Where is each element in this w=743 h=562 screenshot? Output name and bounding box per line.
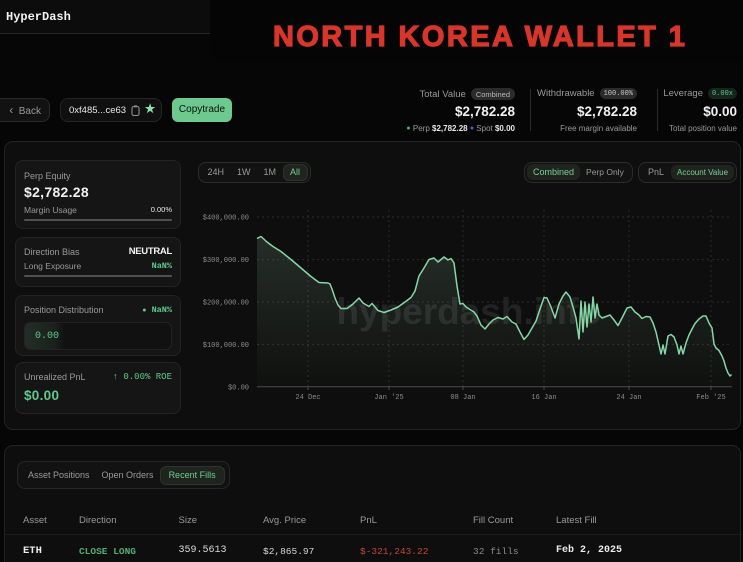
- svg-text:$300,000.00: $300,000.00: [203, 257, 249, 265]
- svg-text:Feb '25: Feb '25: [696, 394, 725, 402]
- svg-text:Jan '25: Jan '25: [374, 394, 403, 402]
- svg-text:$100,000.00: $100,000.00: [203, 342, 249, 350]
- svg-text:24 Jan: 24 Jan: [616, 394, 641, 402]
- svg-text:$200,000.00: $200,000.00: [203, 300, 249, 308]
- svg-text:16 Jan: 16 Jan: [531, 394, 556, 402]
- svg-text:$0.00: $0.00: [228, 385, 249, 393]
- svg-text:$400,000.00: $400,000.00: [203, 215, 249, 223]
- svg-text:08 Jan: 08 Jan: [450, 394, 475, 402]
- svg-text:24 Dec: 24 Dec: [295, 394, 320, 402]
